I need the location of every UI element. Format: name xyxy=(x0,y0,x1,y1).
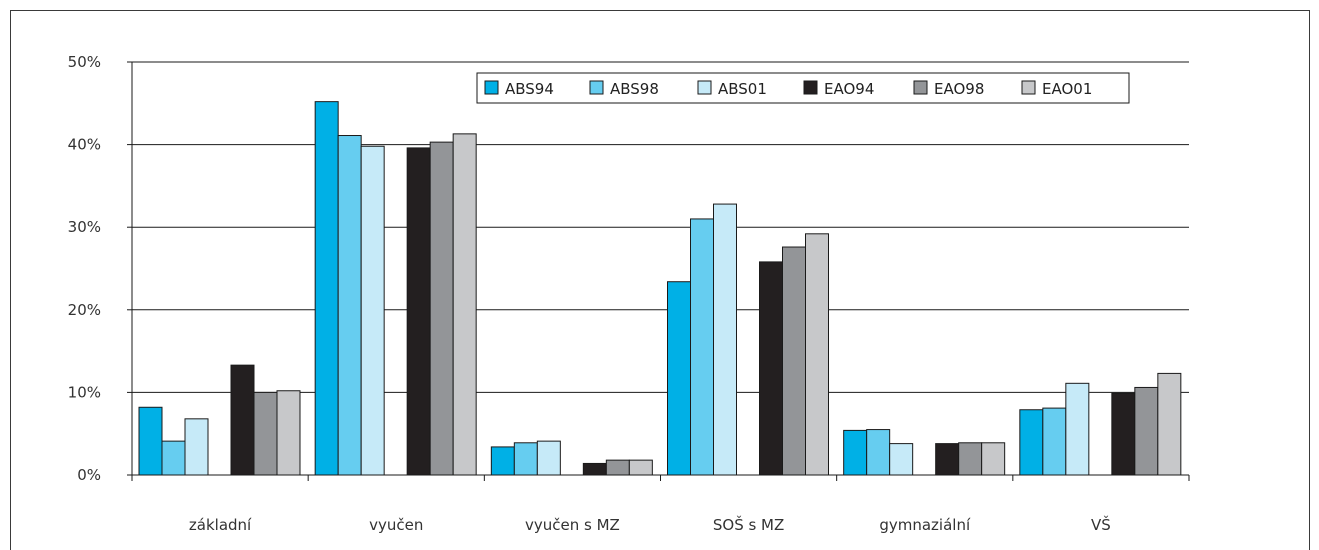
bar-abs98-3 xyxy=(690,218,714,476)
x-tick-label: gymnaziální xyxy=(879,516,971,534)
bar-eao98-1 xyxy=(429,141,454,476)
y-tick-label: 20% xyxy=(68,301,101,319)
axes xyxy=(127,61,1190,481)
legend-label-eao94: EAO94 xyxy=(824,80,874,98)
bar-abs98-2 xyxy=(513,442,538,476)
legend-swatch-eao98 xyxy=(913,80,928,95)
bar-abs98-4 xyxy=(866,429,891,476)
bar-abs01-1 xyxy=(360,145,385,476)
bar-eao94-2 xyxy=(582,462,607,476)
y-tick-label: 0% xyxy=(77,466,101,484)
x-tick-label: vyučen s MZ xyxy=(525,516,620,534)
tick-labels: 0% 10% 20% 30% 40% 50% základní vyučen vyučen s … xyxy=(68,53,1111,534)
legend-label-abs01: ABS01 xyxy=(718,80,767,98)
bar-abs94-0 xyxy=(138,406,163,476)
x-tick-label: SOŠ s MZ xyxy=(713,515,784,534)
bar-abs01-4 xyxy=(889,443,914,476)
bar-abs94-4 xyxy=(843,429,868,476)
bar-eao94-4 xyxy=(935,443,960,476)
bar-abs94-3 xyxy=(667,281,691,476)
bar-abs94-1 xyxy=(314,101,339,476)
legend-swatch-eao01 xyxy=(1021,80,1036,95)
bar-eao98-4 xyxy=(958,442,983,476)
bar-eao01-5 xyxy=(1157,372,1182,476)
y-tick-label: 50% xyxy=(68,53,101,71)
legend: ABS94 ABS98 ABS01 EAO94 EAO98 EAO01 xyxy=(476,72,1130,104)
bar-eao01-4 xyxy=(981,442,1006,476)
chart-frame xyxy=(10,10,1310,550)
bar-eao94-5 xyxy=(1111,392,1136,476)
bar-abs94-2 xyxy=(490,446,515,476)
bar-eao01-0 xyxy=(276,390,301,476)
bars xyxy=(138,101,1182,476)
legend-swatch-abs94 xyxy=(484,80,499,95)
legend-swatch-abs98 xyxy=(589,80,604,95)
x-tick-label: VŠ xyxy=(1091,515,1111,534)
bar-eao98-5 xyxy=(1134,386,1159,476)
legend-label-eao98: EAO98 xyxy=(934,80,984,98)
y-tick-label: 30% xyxy=(68,218,101,236)
bar-abs98-5 xyxy=(1042,407,1067,476)
bar-abs01-2 xyxy=(536,440,561,476)
bar-eao01-3 xyxy=(805,233,829,476)
gridlines xyxy=(132,61,1189,393)
bar-eao01-1 xyxy=(452,133,477,476)
bar-abs98-0 xyxy=(161,440,186,476)
x-tick-label: základní xyxy=(189,516,252,534)
y-tick-label: 10% xyxy=(68,383,101,401)
legend-label-abs98: ABS98 xyxy=(610,80,659,98)
legend-label-abs94: ABS94 xyxy=(505,80,554,98)
bar-abs01-3 xyxy=(713,203,737,476)
bar-abs94-5 xyxy=(1019,409,1044,476)
legend-swatch-eao94 xyxy=(803,80,818,95)
bar-eao94-1 xyxy=(406,147,431,476)
legend-label-eao01: EAO01 xyxy=(1042,80,1092,98)
bar-abs98-1 xyxy=(337,135,362,476)
bar-eao98-2 xyxy=(605,459,630,476)
bar-eao98-0 xyxy=(253,391,278,476)
legend-box xyxy=(476,72,1130,104)
y-tick-label: 40% xyxy=(68,136,101,154)
bar-eao94-0 xyxy=(230,364,255,476)
bar-abs01-5 xyxy=(1065,382,1090,476)
bar-abs01-0 xyxy=(184,418,209,476)
legend-swatch-abs01 xyxy=(697,80,712,95)
x-tick-label: vyučen xyxy=(369,516,423,534)
bar-eao98-3 xyxy=(782,246,806,476)
bar-eao01-2 xyxy=(628,459,653,476)
bar-eao94-3 xyxy=(759,261,783,476)
